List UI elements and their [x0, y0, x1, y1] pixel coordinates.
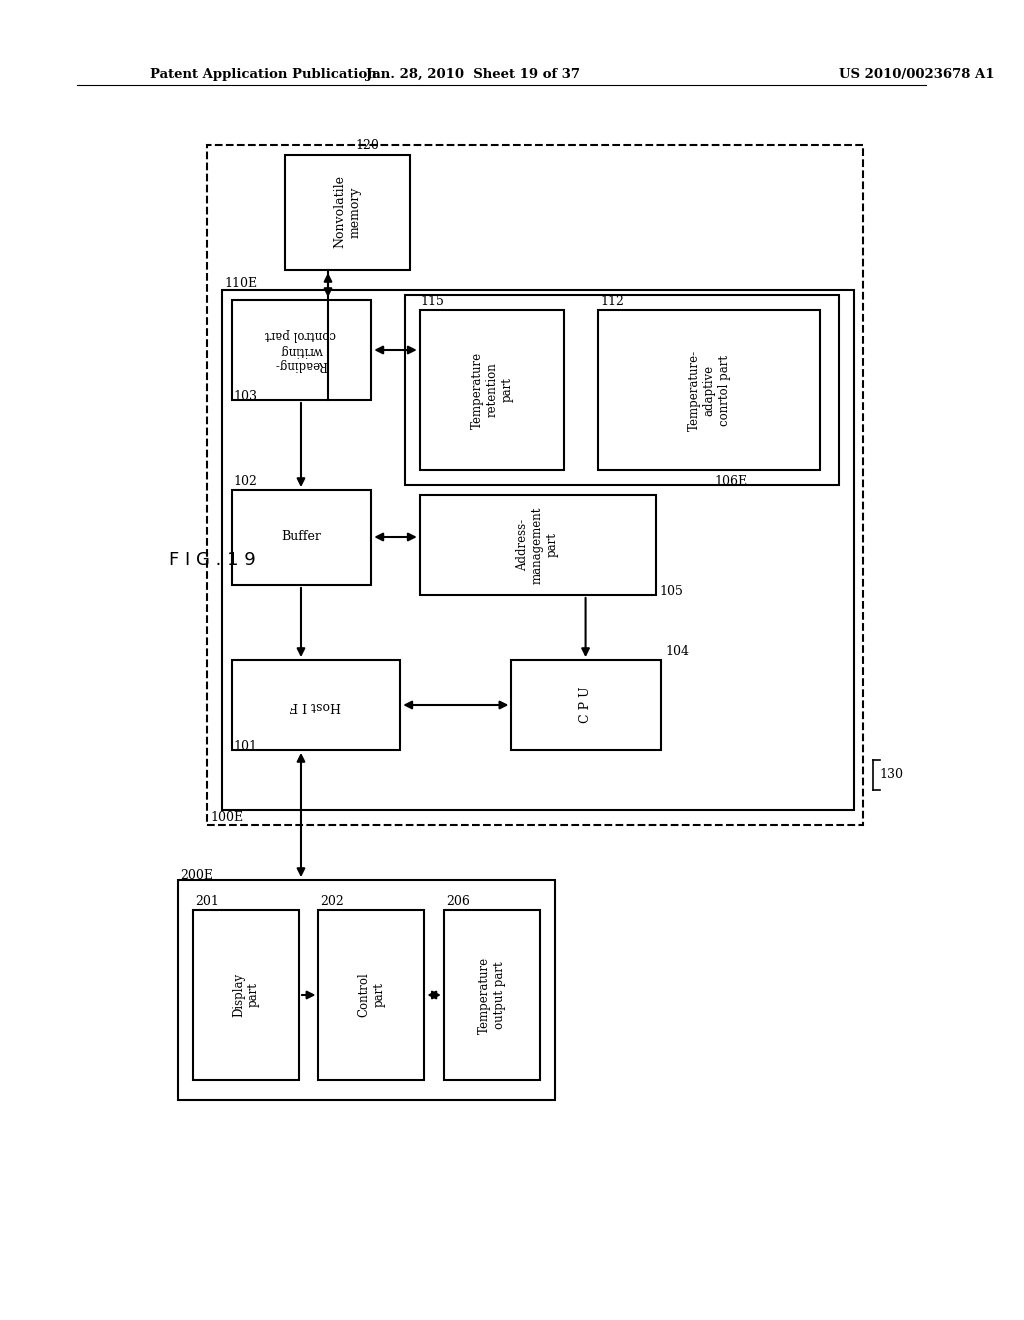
Text: Reading-
writing
control part: Reading- writing control part	[265, 329, 337, 371]
Text: Buffer: Buffer	[281, 531, 321, 544]
Text: 110E: 110E	[225, 277, 258, 290]
Bar	[231, 660, 400, 750]
Bar	[598, 310, 820, 470]
Bar	[193, 909, 299, 1080]
Text: US 2010/0023678 A1: US 2010/0023678 A1	[840, 69, 994, 81]
Text: Control
part: Control part	[357, 973, 385, 1018]
Bar	[420, 495, 656, 595]
Text: Nonvolatile
memory: Nonvolatile memory	[333, 176, 361, 248]
Text: Patent Application Publication: Patent Application Publication	[150, 69, 376, 81]
Text: Host I F: Host I F	[290, 698, 341, 711]
Text: 120: 120	[355, 139, 379, 152]
Bar	[511, 660, 660, 750]
Bar	[406, 294, 840, 484]
Text: Temperature
retention
part: Temperature retention part	[470, 351, 513, 429]
Bar	[222, 290, 854, 810]
Text: 130: 130	[880, 768, 904, 781]
Text: 103: 103	[233, 389, 257, 403]
Bar	[231, 490, 372, 585]
Bar	[285, 154, 410, 271]
Bar	[178, 880, 555, 1100]
Text: 200E: 200E	[180, 869, 213, 882]
Bar	[443, 909, 541, 1080]
Text: 105: 105	[659, 585, 684, 598]
Text: Jan. 28, 2010  Sheet 19 of 37: Jan. 28, 2010 Sheet 19 of 37	[366, 69, 580, 81]
Text: Display
part: Display part	[232, 973, 260, 1018]
Text: 112: 112	[600, 294, 624, 308]
Text: 100E: 100E	[210, 810, 244, 824]
Bar	[208, 145, 863, 825]
Text: 101: 101	[233, 741, 257, 752]
Text: 201: 201	[195, 895, 219, 908]
Text: 206: 206	[445, 895, 470, 908]
Text: 106E: 106E	[715, 475, 748, 488]
Text: Address-
management
part: Address- management part	[516, 507, 559, 583]
Text: 102: 102	[233, 475, 257, 488]
Text: F I G . 1 9: F I G . 1 9	[169, 550, 256, 569]
Bar	[318, 909, 425, 1080]
Bar	[231, 300, 372, 400]
Text: Temperature
output part: Temperature output part	[478, 957, 506, 1034]
Bar	[420, 310, 564, 470]
Text: 115: 115	[421, 294, 444, 308]
Text: 104: 104	[666, 645, 689, 657]
Text: Temperature-
adaptive
conrtol part: Temperature- adaptive conrtol part	[687, 350, 730, 430]
Text: 202: 202	[321, 895, 344, 908]
Text: C P U: C P U	[579, 686, 592, 723]
